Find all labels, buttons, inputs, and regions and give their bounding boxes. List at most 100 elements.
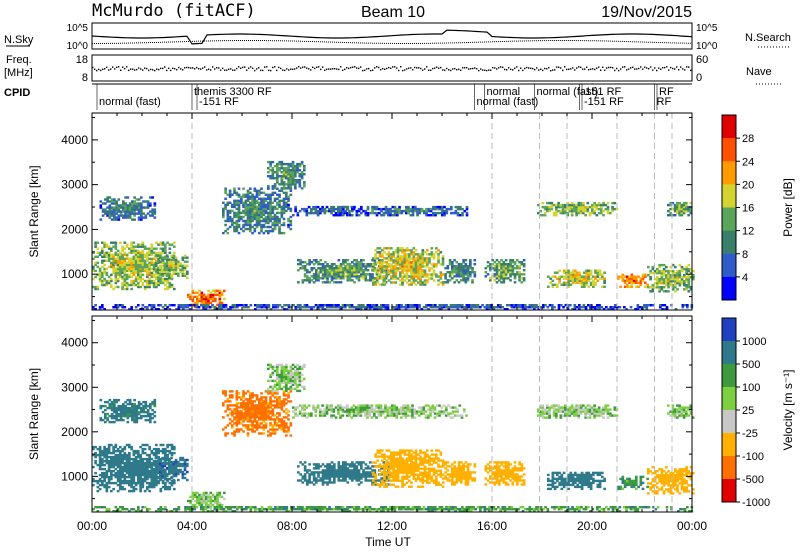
echo-cell [141,269,145,273]
echo-cell [110,198,114,201]
echo-cell [439,263,443,266]
echo-cell [674,271,677,275]
freq-point [180,68,182,70]
echo-cell [603,271,606,274]
echo-cell [457,275,461,278]
echo-cell [183,260,187,263]
echo-cell [448,259,452,262]
echo-cell [238,304,241,307]
echo-cell [323,211,327,215]
echo-cell [561,205,565,209]
echo-cell [107,253,111,257]
echo-cell [417,267,420,270]
echo-cell [669,276,673,279]
echo-cell [305,304,309,307]
echo-cell [170,443,174,447]
echo-cell [135,406,139,410]
echo-cell [273,187,277,190]
echo-cell [390,281,393,284]
echo-cell [104,212,107,215]
echo-cell [573,304,577,307]
echo-cell [278,225,281,229]
echo-cell [312,259,316,262]
echo-cell [296,211,300,215]
echo-cell [680,205,684,209]
echo-cell [105,489,109,493]
echo-cell [471,271,474,274]
echo-cell [383,277,386,280]
echo-cell [687,209,690,213]
echo-cell [290,306,293,309]
echo-cell [308,271,311,274]
cpid-segment-label: -151 RF [584,96,624,108]
echo-cell [233,191,236,195]
freq-point [344,68,346,70]
freq-point [628,68,630,70]
echo-cell [353,259,356,262]
echo-cell [126,412,130,416]
echo-cell [515,306,518,309]
echo-cell [233,201,236,205]
echo-cell [412,253,416,256]
echo-cell [280,162,284,166]
echo-cell [355,265,359,268]
echo-cell [220,291,224,295]
echo-cell [552,211,556,215]
echo-cell [174,472,178,476]
echo-cell [150,308,154,311]
echo-cell [106,210,109,213]
echo-cell [114,473,118,477]
echo-cell [558,269,561,272]
echo-cell [282,175,286,178]
echo-cell [104,412,107,416]
echo-cell [101,461,104,465]
echo-cell [179,458,182,462]
echo-cell [132,489,136,493]
echo-cell [524,308,527,311]
echo-cell [92,477,95,481]
echo-cell [285,201,288,205]
echo-cell [396,253,400,256]
echo-cell [453,275,456,278]
echo-cell [417,273,420,276]
echo-cell [130,457,133,461]
echo-cell [419,263,422,266]
echo-cell [299,263,302,266]
echo-cell [368,306,372,309]
echo-cell [222,209,225,213]
echo-cell [568,203,572,207]
echo-cell [407,205,410,209]
echo-cell [244,207,248,211]
echo-cell [165,466,169,470]
echo-cell [357,263,361,266]
echo-cell [454,211,458,215]
echo-cell [399,257,402,260]
echo-cell [152,306,156,309]
echo-cell [626,283,629,287]
echo-cell [375,205,379,209]
echo-cell [438,304,442,307]
echo-cell [233,213,236,217]
echo-cell [438,205,442,209]
echo-cell [157,273,160,277]
echo-cell [426,259,429,262]
echo-cell [123,481,127,485]
freq-point [266,66,268,68]
echo-cell [492,308,496,311]
echo-cell [131,414,134,418]
echo-cell [170,254,173,257]
echo-cell [103,269,106,273]
echo-cell [159,470,162,474]
echo-cell [600,306,604,309]
echo-cell [126,408,130,412]
echo-cell [128,489,131,493]
echo-cell [143,259,147,263]
echo-cell [671,269,675,273]
echo-cell [441,214,444,217]
echo-cell [267,306,271,309]
echo-cell [676,269,679,273]
echo-cell [369,211,372,215]
echo-cell [121,467,124,471]
echo-cell [421,253,425,256]
echo-cell [128,459,131,463]
